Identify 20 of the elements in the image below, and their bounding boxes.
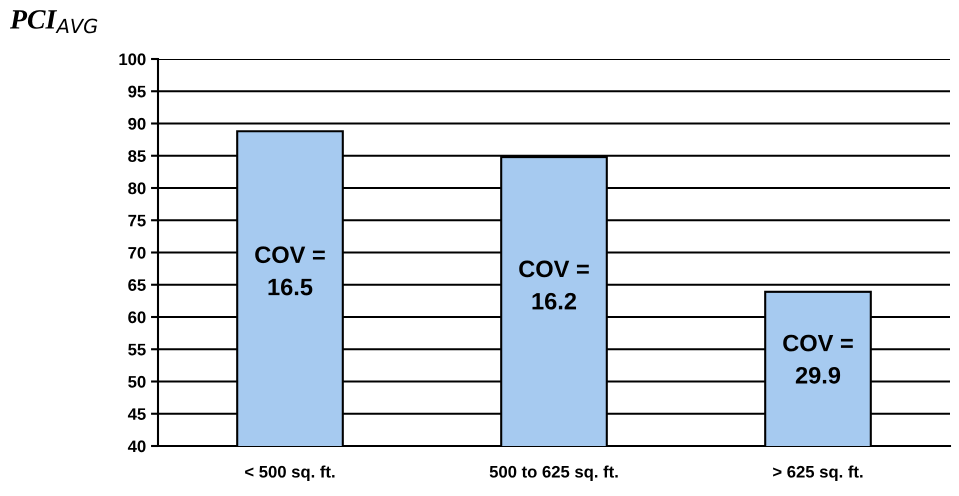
annotation: COV = 16.2 <box>519 260 589 310</box>
y-tick-label: 100 <box>119 53 146 66</box>
x-tick-label: 500 to 625 sq. ft. <box>490 465 618 481</box>
x-tick-label: > 625 sq. ft. <box>773 465 862 481</box>
y-tick-label: 80 <box>128 182 146 194</box>
y-tick-label: 60 <box>128 311 146 324</box>
chart-title: PCI$_{AVG}$ <box>10 10 98 34</box>
y-tick-label: 40 <box>128 440 146 452</box>
y-tick-label: 90 <box>128 118 146 130</box>
y-tick-label: 75 <box>128 214 146 226</box>
y-tick-label: 95 <box>128 86 146 98</box>
y-tick-label: 65 <box>128 279 146 291</box>
y-tick-label: 70 <box>128 246 146 259</box>
y-tick-label: 45 <box>128 408 146 420</box>
x-tick-label: < 500 sq. ft. <box>245 465 334 481</box>
y-tick-label: 85 <box>128 150 146 162</box>
annotation: COV = 16.5 <box>255 246 325 296</box>
y-tick-label: 50 <box>128 376 146 388</box>
y-tick-label: 55 <box>128 344 146 356</box>
annotation: COV = 29.9 <box>783 334 853 384</box>
